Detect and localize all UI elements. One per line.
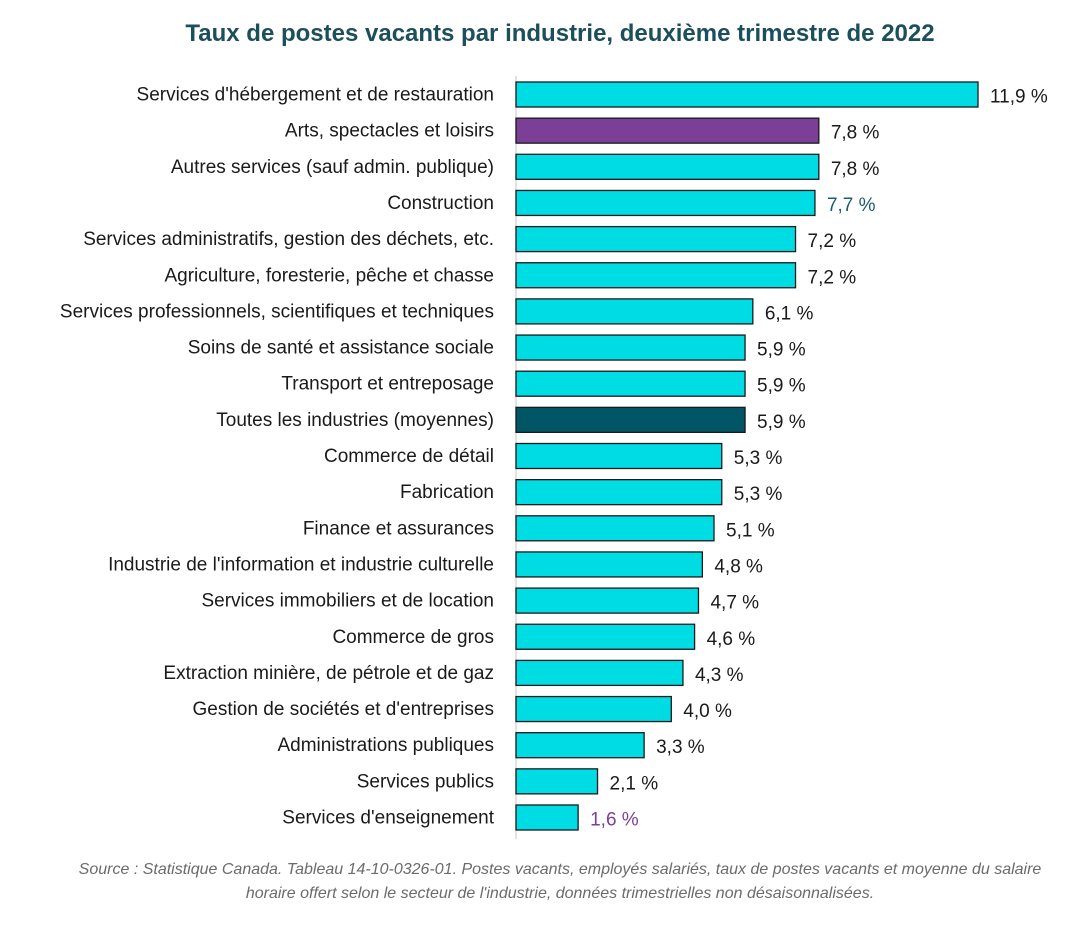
bar — [515, 406, 746, 434]
bar — [515, 81, 979, 108]
chart-title: Taux de postes vacants par industrie, de… — [185, 20, 935, 47]
bar — [515, 587, 700, 614]
category-label: Industrie de l'information et industrie … — [108, 554, 494, 575]
category-label: Services professionnels, scientifiques e… — [60, 301, 494, 322]
value-label: 5,3 % — [734, 484, 783, 505]
value-label: 4,8 % — [714, 556, 763, 577]
value-label: 4,7 % — [710, 593, 759, 614]
bar — [515, 478, 723, 506]
bar — [515, 695, 672, 723]
bar — [515, 334, 746, 361]
bar — [515, 262, 797, 289]
value-label: 4,0 % — [683, 701, 732, 722]
value-label: 5,1 % — [726, 520, 775, 541]
bar — [515, 117, 820, 144]
value-label: 7,7 % — [827, 195, 876, 216]
category-label: Extraction minière, de pétrole et de gaz — [163, 663, 494, 684]
category-label: Fabrication — [400, 482, 494, 503]
bar — [515, 551, 704, 578]
bar — [515, 225, 797, 253]
source-note: Source : Statistique Canada. Tableau 14-… — [78, 861, 1042, 902]
value-label: 2,1 % — [610, 773, 659, 794]
value-label: 7,2 % — [808, 267, 857, 288]
bar — [515, 298, 754, 325]
value-label: 5,9 % — [757, 376, 806, 397]
category-label: Construction — [387, 193, 494, 214]
value-label: 5,9 % — [757, 412, 806, 433]
bar — [515, 659, 684, 687]
bar — [515, 732, 645, 759]
bar — [515, 189, 816, 217]
value-label: 11,9 % — [990, 87, 1048, 108]
value-label: 5,3 % — [734, 448, 783, 469]
category-label: Commerce de détail — [324, 446, 494, 467]
category-label: Administrations publiques — [277, 735, 494, 756]
category-label: Toutes les industries (moyennes) — [216, 410, 494, 431]
value-label: 7,8 % — [831, 159, 880, 180]
category-label: Arts, spectacles et loisirs — [285, 121, 494, 142]
category-label: Commerce de gros — [332, 627, 494, 648]
bar — [515, 153, 820, 180]
category-label: Transport et entreposage — [281, 374, 494, 395]
bar — [515, 442, 723, 470]
category-label: Autres services (sauf admin. publique) — [171, 157, 494, 178]
category-label: Services administratifs, gestion des déc… — [83, 229, 494, 250]
category-label: Services d'hébergement et de restauratio… — [137, 85, 494, 106]
bar — [515, 370, 746, 397]
category-label: Finance et assurances — [303, 518, 494, 539]
value-label: 5,9 % — [757, 340, 806, 361]
category-label: Services publics — [357, 771, 494, 792]
value-label: 6,1 % — [765, 303, 814, 324]
bar — [515, 768, 599, 795]
value-label: 7,2 % — [808, 231, 857, 252]
value-label: 4,3 % — [695, 665, 744, 686]
category-label: Services d'enseignement — [282, 808, 494, 829]
bar — [515, 623, 696, 650]
category-label: Agriculture, foresterie, pêche et chasse — [164, 265, 494, 286]
category-label: Services immobiliers et de location — [201, 591, 494, 612]
value-label: 7,8 % — [831, 123, 880, 144]
category-label: Soins de santé et assistance sociale — [188, 338, 494, 359]
value-label: 4,6 % — [707, 629, 756, 650]
bar — [515, 804, 579, 831]
value-label: 3,3 % — [656, 737, 705, 758]
category-label: Gestion de sociétés et d'entreprises — [193, 699, 494, 720]
value-label: 1,6 % — [590, 810, 639, 831]
bar — [515, 515, 715, 542]
